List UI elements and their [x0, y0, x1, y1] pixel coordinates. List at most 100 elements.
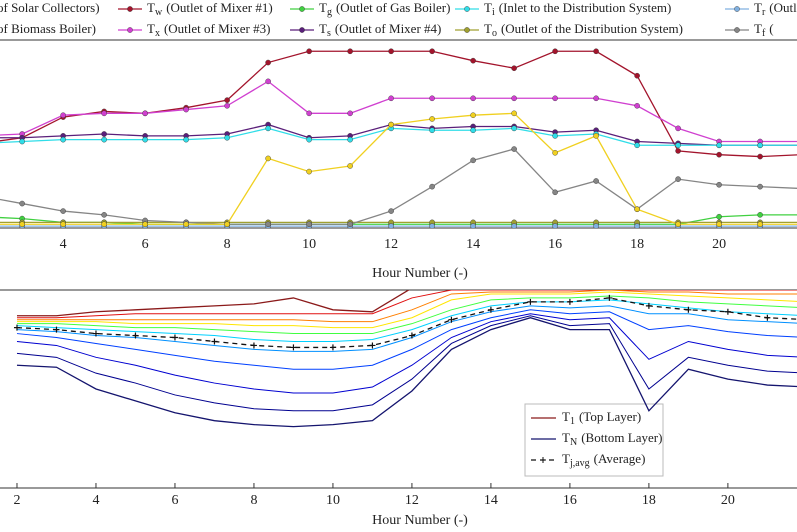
legend-marker — [299, 27, 305, 33]
point-marker — [388, 208, 394, 214]
point-marker — [764, 314, 771, 321]
point-marker — [429, 48, 435, 55]
point-marker — [511, 95, 517, 102]
point-marker — [429, 95, 435, 102]
point-marker — [101, 212, 107, 218]
point-marker — [470, 223, 476, 228]
point-marker — [142, 136, 148, 143]
point-marker — [142, 221, 148, 228]
point-marker — [429, 116, 435, 122]
legend-subscript: f — [762, 28, 766, 39]
legend-symbol: T — [319, 21, 327, 36]
legend-marker — [734, 27, 740, 33]
point-marker — [634, 72, 640, 79]
point-marker — [265, 155, 271, 162]
layer-line — [16, 305, 797, 352]
legend-label: Tx (Outlet of Mixer #3) — [147, 21, 270, 39]
layer-line — [16, 299, 797, 342]
point-marker — [634, 103, 640, 109]
point-marker — [183, 136, 189, 143]
legend-subscript: i — [492, 7, 495, 18]
x-tick-label: 6 — [142, 237, 149, 252]
point-marker — [593, 95, 599, 102]
x-tick-label: 4 — [92, 493, 99, 508]
point-marker — [593, 48, 599, 55]
layer-line — [16, 295, 797, 335]
point-marker — [757, 212, 763, 218]
point-marker — [448, 316, 455, 323]
point-marker — [183, 221, 189, 228]
point-marker — [101, 131, 107, 137]
point-marker — [265, 78, 271, 85]
point-marker — [250, 342, 257, 349]
legend-symbol: T — [562, 430, 570, 445]
layer-line — [16, 309, 797, 370]
point-marker — [487, 306, 494, 313]
point-marker — [92, 330, 99, 337]
legend-symbol: T — [754, 21, 762, 36]
plot-area — [0, 48, 797, 228]
point-marker — [132, 332, 139, 339]
point-marker — [183, 106, 189, 113]
point-marker — [265, 59, 271, 66]
legend-subscript: j,avg — [569, 458, 590, 469]
point-marker — [388, 223, 394, 228]
legend-subscript: x — [155, 28, 160, 39]
point-marker — [388, 121, 394, 128]
x-tick-label: 18 — [630, 237, 644, 252]
legend-name: (Outlet of Mixer #3) — [164, 21, 271, 36]
legend-name: (Outlet of the Distribution System) — [501, 21, 683, 36]
point-marker — [60, 221, 66, 228]
legend-label: of Biomass Boiler) — [0, 21, 96, 36]
point-marker — [593, 133, 599, 139]
point-marker — [552, 149, 558, 156]
layer-line — [16, 291, 797, 329]
point-marker — [329, 344, 336, 351]
point-marker — [716, 151, 722, 158]
point-marker — [606, 294, 613, 301]
point-marker — [224, 97, 230, 103]
point-marker — [675, 221, 681, 228]
x-tick-label: 8 — [250, 493, 257, 508]
series-line — [16, 290, 410, 317]
legend-label: To (Outlet of the Distribution System) — [484, 21, 683, 39]
point-marker — [224, 103, 230, 109]
point-marker — [265, 125, 271, 132]
point-marker — [757, 221, 763, 228]
x-tick-label: 20 — [712, 237, 726, 252]
legend-name: (Top Layer) — [579, 409, 641, 424]
x-tick-label: 2 — [13, 493, 20, 508]
legend-marker — [127, 6, 133, 12]
point-marker — [60, 112, 66, 118]
legend-symbol: T — [484, 0, 492, 15]
point-marker — [388, 95, 394, 102]
point-marker — [470, 127, 476, 134]
point-marker — [511, 125, 517, 132]
legend-marker — [299, 6, 305, 12]
layer-line — [16, 290, 797, 323]
legend-name: ( — [769, 21, 773, 36]
point-marker — [369, 342, 376, 349]
x-tick-label: 16 — [548, 237, 562, 252]
point-marker — [675, 142, 681, 149]
point-marker — [552, 133, 558, 139]
point-marker — [19, 200, 25, 207]
point-marker — [101, 110, 107, 117]
x-tick-label: 18 — [642, 493, 656, 508]
point-marker — [306, 48, 312, 55]
legend-symbol: T — [562, 409, 570, 424]
legend-name: (Inlet to the Distribution System) — [499, 0, 672, 15]
x-axis-title: Hour Number (-) — [372, 266, 468, 281]
point-marker — [511, 65, 517, 71]
x-axis-title: Hour Number (-) — [372, 513, 468, 528]
legend-subscript: s — [327, 28, 331, 39]
x-tick-label: 20 — [721, 493, 735, 508]
series-line — [16, 317, 797, 428]
x-tick-label: 14 — [466, 237, 480, 252]
legend-marker — [464, 6, 470, 12]
point-marker — [171, 334, 178, 341]
x-tick-label: 12 — [405, 493, 419, 508]
point-marker — [716, 142, 722, 149]
point-marker — [634, 223, 640, 228]
point-marker — [470, 57, 476, 64]
